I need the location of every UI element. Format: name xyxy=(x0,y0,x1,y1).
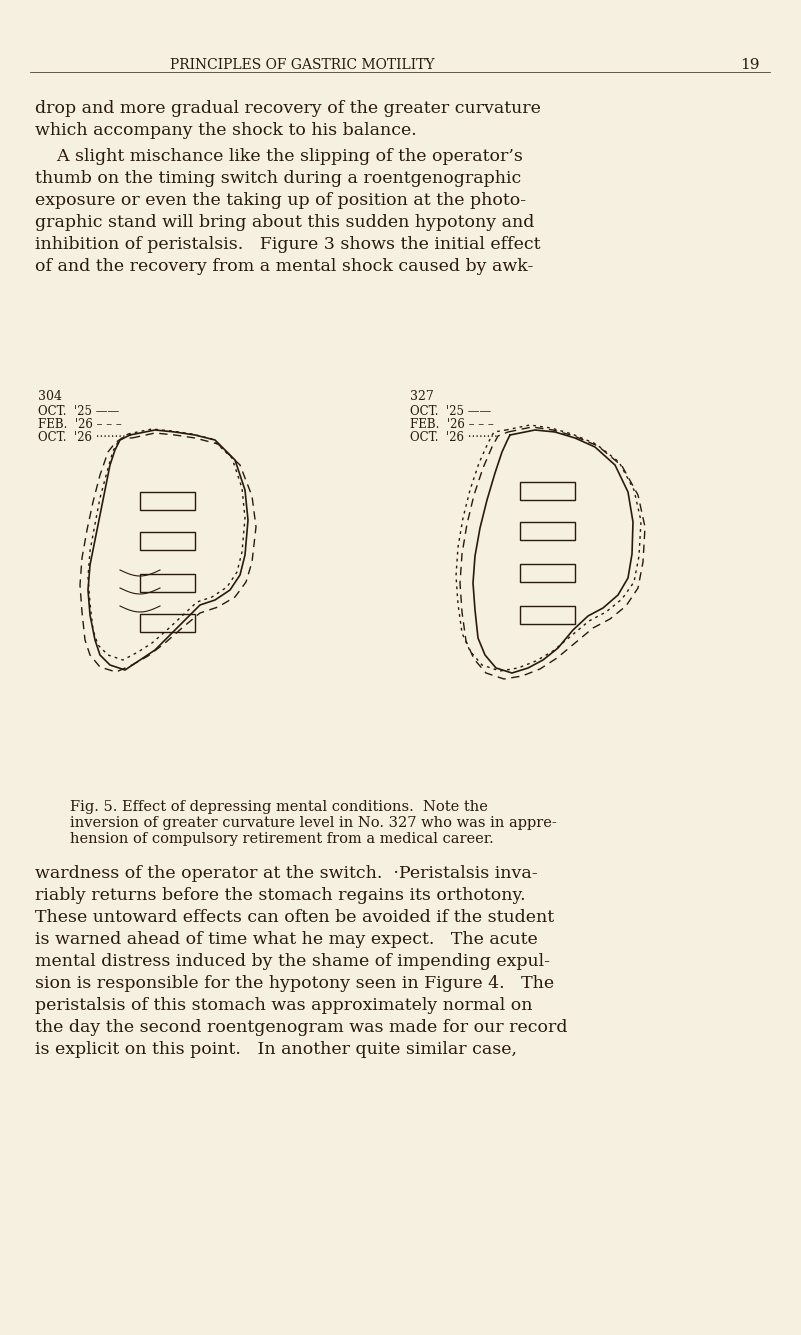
Text: sion is responsible for the hypotony seen in Figure 4.   The: sion is responsible for the hypotony see… xyxy=(35,975,554,992)
Text: which accompany the shock to his balance.: which accompany the shock to his balance… xyxy=(35,121,417,139)
Text: exposure or even the taking up of position at the photo-: exposure or even the taking up of positi… xyxy=(35,192,526,210)
Text: drop and more gradual recovery of the greater curvature: drop and more gradual recovery of the gr… xyxy=(35,100,541,117)
Text: OCT.  '25 ——: OCT. '25 —— xyxy=(410,405,491,418)
Text: mental distress induced by the shame of impending expul-: mental distress induced by the shame of … xyxy=(35,953,550,971)
Text: the day the second roentgenogram was made for our record: the day the second roentgenogram was mad… xyxy=(35,1019,567,1036)
Text: peristalsis of this stomach was approximately normal on: peristalsis of this stomach was approxim… xyxy=(35,997,533,1015)
Text: Fig. 5. Effect of depressing mental conditions.  Note the: Fig. 5. Effect of depressing mental cond… xyxy=(70,800,488,814)
Text: 19: 19 xyxy=(740,57,759,72)
Text: 327: 327 xyxy=(410,390,434,403)
Text: hension of compulsory retirement from a medical career.: hension of compulsory retirement from a … xyxy=(70,832,493,846)
Text: OCT.  '26 ········: OCT. '26 ········ xyxy=(38,431,126,445)
Text: is warned ahead of time what he may expect.   The acute: is warned ahead of time what he may expe… xyxy=(35,930,537,948)
Text: of and the recovery from a mental shock caused by awk-: of and the recovery from a mental shock … xyxy=(35,258,533,275)
Text: FEB.  '26 – – –: FEB. '26 – – – xyxy=(410,418,493,431)
Text: OCT.  '26 ········: OCT. '26 ········ xyxy=(410,431,497,445)
Text: is explicit on this point.   In another quite similar case,: is explicit on this point. In another qu… xyxy=(35,1041,517,1059)
Text: FEB.  '26 – – –: FEB. '26 – – – xyxy=(38,418,122,431)
Text: 304: 304 xyxy=(38,390,62,403)
Text: wardness of the operator at the switch.  ·Peristalsis inva-: wardness of the operator at the switch. … xyxy=(35,865,537,882)
Text: riably returns before the stomach regains its orthotony.: riably returns before the stomach regain… xyxy=(35,886,525,904)
Text: thumb on the timing switch during a roentgenographic: thumb on the timing switch during a roen… xyxy=(35,170,521,187)
Text: graphic stand will bring about this sudden hypotony and: graphic stand will bring about this sudd… xyxy=(35,214,534,231)
Text: A slight mischance like the slipping of the operator’s: A slight mischance like the slipping of … xyxy=(35,148,523,166)
Text: PRINCIPLES OF GASTRIC MOTILITY: PRINCIPLES OF GASTRIC MOTILITY xyxy=(170,57,434,72)
Text: OCT.  '25 ——: OCT. '25 —— xyxy=(38,405,119,418)
Text: These untoward effects can often be avoided if the student: These untoward effects can often be avoi… xyxy=(35,909,554,926)
Text: inversion of greater curvature level in No. 327 who was in appre-: inversion of greater curvature level in … xyxy=(70,816,557,830)
Text: inhibition of peristalsis.   Figure 3 shows the initial effect: inhibition of peristalsis. Figure 3 show… xyxy=(35,236,541,254)
